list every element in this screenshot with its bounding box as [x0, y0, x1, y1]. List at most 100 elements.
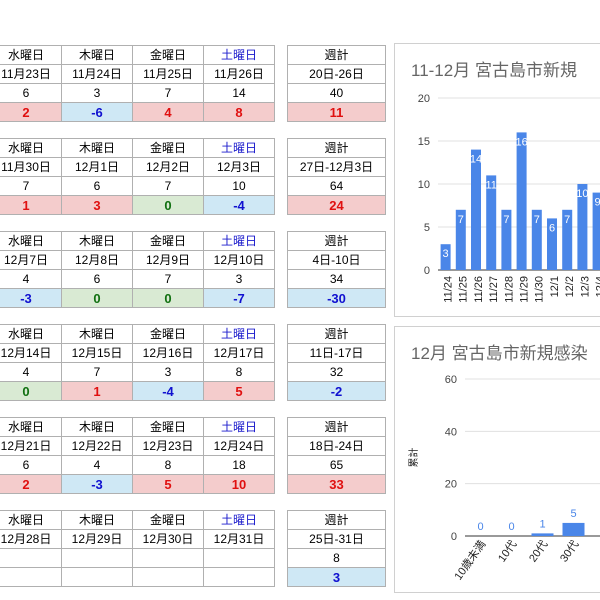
- count-cell: 4: [0, 362, 62, 382]
- bar: [562, 522, 585, 536]
- count-cell: 3: [132, 362, 204, 382]
- table-row: 64: [287, 176, 386, 196]
- dow-cell: 土曜日: [203, 324, 275, 344]
- count-cell: 10: [203, 176, 275, 196]
- week-range-cell: 18日-24日: [287, 436, 386, 456]
- bar: [486, 175, 497, 270]
- count-cell: [0, 548, 62, 568]
- dow-cell: 土曜日: [203, 510, 275, 530]
- dow-cell: 土曜日: [203, 45, 275, 65]
- x-tick-label: 11/29: [519, 276, 531, 303]
- diff-cell: 3: [61, 195, 133, 215]
- data-label: 7: [458, 214, 464, 226]
- diff-cell: 0: [61, 288, 133, 308]
- bar: [440, 244, 451, 270]
- date-cell: 12月3日: [203, 157, 275, 177]
- x-tick-label: 10代: [495, 538, 519, 565]
- diff-cell: -4: [203, 195, 275, 215]
- count-cell: [203, 548, 275, 568]
- diff-cell: 8: [203, 102, 275, 122]
- weekly-total-table: 週計 4日-10日 34 -30: [287, 231, 386, 308]
- week-label-cell: 週計: [287, 231, 386, 251]
- diff-cell: -3: [0, 288, 62, 308]
- x-tick-label: 11/25: [458, 276, 470, 303]
- date-cell: 12月22日: [61, 436, 133, 456]
- count-cell: 6: [61, 176, 133, 196]
- x-tick-label: 12/1: [549, 276, 561, 297]
- count-cell: 4: [0, 269, 62, 289]
- table-row: 1 3 0 -4: [0, 195, 275, 215]
- data-label: 14: [470, 154, 482, 166]
- dow-cell: 水曜日: [0, 231, 62, 251]
- week-range-cell: 11日-17日: [287, 343, 386, 363]
- date-cell: 12月10日: [203, 250, 275, 270]
- diff-cell: -3: [61, 474, 133, 494]
- x-tick-label: 11/27: [488, 276, 500, 303]
- dow-cell: 木曜日: [61, 231, 133, 251]
- week-diff-cell: 3: [287, 567, 386, 587]
- bar: [516, 132, 527, 270]
- week-label-cell: 週計: [287, 510, 386, 530]
- diff-cell: -4: [132, 381, 204, 401]
- date-cell: 12月9日: [132, 250, 204, 270]
- dow-cell: 木曜日: [61, 510, 133, 530]
- date-cell: 12月17日: [203, 343, 275, 363]
- diff-cell: -7: [203, 288, 275, 308]
- table-row: 水曜日 木曜日 金曜日 土曜日: [0, 324, 275, 344]
- data-label: 7: [503, 214, 509, 226]
- date-cell: 12月28日: [0, 529, 62, 549]
- date-cell: 11月30日: [0, 157, 62, 177]
- data-label: 1: [539, 518, 545, 530]
- diff-cell: 5: [132, 474, 204, 494]
- weekly-total-table: 週計 27日-12月3日 64 24: [287, 138, 386, 215]
- table-row: 水曜日 木曜日 金曜日 土曜日: [0, 138, 275, 158]
- data-label: 10: [576, 188, 588, 200]
- bar: [471, 149, 481, 270]
- count-cell: 7: [61, 362, 133, 382]
- age-chart-card: 12月 宮古島市新規感染 0 20 40 60 累計 0 10歳未満 0 10代 1 20代 5 30代: [394, 326, 600, 593]
- table-row: 65: [287, 455, 386, 475]
- table-row: 32: [287, 362, 386, 382]
- date-cell: 12月21日: [0, 436, 62, 456]
- table-row: 12月28日 12月29日 12月30日 12月31日: [0, 529, 275, 549]
- data-label: 6: [549, 222, 555, 234]
- table-row: 週計: [287, 138, 386, 158]
- x-tick-label: 30代: [557, 538, 581, 565]
- date-cell: 12月7日: [0, 250, 62, 270]
- diff-cell: 0: [0, 381, 62, 401]
- dow-cell: 木曜日: [61, 417, 133, 437]
- diff-cell: [61, 567, 133, 587]
- daily-table: 水曜日 木曜日 金曜日 土曜日 11月30日 12月1日 12月2日 12月3日 7 6 7 10 1 3…: [0, 138, 275, 215]
- data-label: 3: [443, 248, 449, 260]
- y-tick-label: 0: [451, 531, 457, 543]
- week-label-cell: 週計: [287, 417, 386, 437]
- dow-cell: 金曜日: [132, 45, 204, 65]
- data-label: 16: [515, 136, 527, 148]
- count-cell: [132, 548, 204, 568]
- diff-cell: 0: [132, 195, 204, 215]
- week-diff-cell: 24: [287, 195, 386, 215]
- week-diff-cell: -2: [287, 381, 386, 401]
- bar: [501, 209, 512, 270]
- y-tick-label: 10: [418, 179, 430, 191]
- data-label: 0: [508, 521, 514, 533]
- daily-table: 水曜日 木曜日 金曜日 土曜日 12月7日 12月8日 12月9日 12月10日 4 6 7 3 -3 0…: [0, 231, 275, 308]
- count-cell: 7: [132, 83, 204, 103]
- dow-cell: 金曜日: [132, 417, 204, 437]
- table-row: 27日-12月3日: [287, 157, 386, 177]
- table-row: 34: [287, 269, 386, 289]
- chart-title: 11-12月 宮古島市新規: [411, 61, 577, 80]
- count-cell: 6: [61, 269, 133, 289]
- daily-table: 水曜日 木曜日 金曜日 土曜日 11月23日 11月24日 11月25日 11月26日 6 3 7 1…: [0, 45, 275, 122]
- week-range-cell: 25日-31日: [287, 529, 386, 549]
- x-tick-label: 12/3: [579, 276, 591, 297]
- date-cell: 12月2日: [132, 157, 204, 177]
- date-cell: 11月24日: [61, 64, 133, 84]
- table-row: 週計: [287, 510, 386, 530]
- dow-cell: 水曜日: [0, 417, 62, 437]
- table-row: 11月23日 11月24日 11月25日 11月26日: [0, 64, 275, 84]
- table-row: 8: [287, 548, 386, 568]
- table-row: 18日-24日: [287, 436, 386, 456]
- table-row: 12月14日 12月15日 12月16日 12月17日: [0, 343, 275, 363]
- week-range-cell: 27日-12月3日: [287, 157, 386, 177]
